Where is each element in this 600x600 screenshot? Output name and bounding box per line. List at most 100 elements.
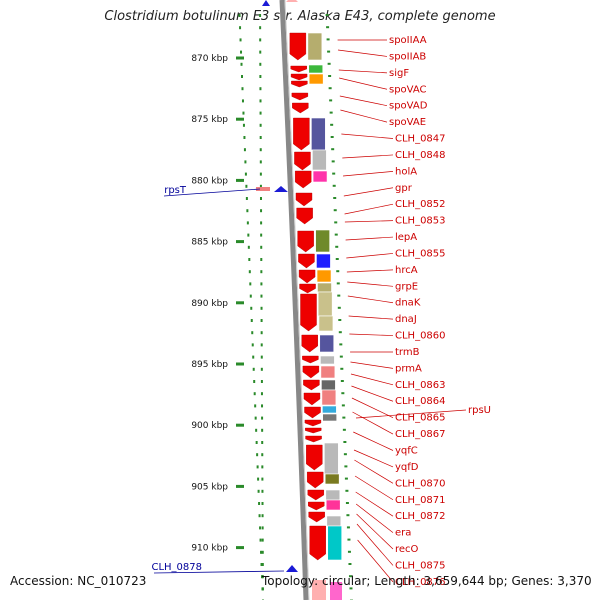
label-leader: [353, 449, 394, 468]
gene-label-clh_0878[interactable]: CLH_0878: [151, 562, 202, 573]
gene-arrow[interactable]: [302, 355, 319, 364]
gene-label-clh_0876[interactable]: CLH_0876: [395, 577, 446, 588]
gene-label-rpsu[interactable]: rpsU: [468, 405, 491, 416]
gene-arrow[interactable]: [307, 471, 324, 489]
gene-label-gpr[interactable]: gpr: [395, 183, 413, 194]
gene-arrow[interactable]: [306, 444, 323, 471]
gene-label-hrca[interactable]: hrcA: [395, 265, 418, 276]
gene-arrow[interactable]: [307, 489, 324, 501]
gene-arrow[interactable]: [290, 73, 308, 81]
gene-arrow[interactable]: [294, 170, 312, 189]
cog-block[interactable]: [322, 413, 338, 422]
cog-block[interactable]: [312, 149, 327, 171]
gene-label-spoiiab[interactable]: spoIIAB: [389, 51, 426, 62]
cog-block[interactable]: [316, 253, 331, 269]
gene-label-spovac[interactable]: spoVAC: [389, 84, 427, 95]
minor-tick-left: [260, 550, 263, 554]
cog-block[interactable]: [322, 405, 337, 414]
gene-arrow[interactable]: [309, 525, 326, 561]
gene-label-clh_0847[interactable]: CLH_0847: [395, 134, 446, 145]
gene-arrow[interactable]: [304, 419, 322, 427]
gene-label-hola[interactable]: holA: [395, 166, 417, 177]
gene-arrow[interactable]: [302, 365, 320, 379]
gene-arrow[interactable]: [308, 511, 325, 523]
gene-arrow[interactable]: [301, 334, 318, 353]
genome-backbone-shadow: [284, 0, 310, 600]
gene-arrow[interactable]: [294, 151, 311, 171]
gene-label-clh_0872[interactable]: CLH_0872: [395, 511, 446, 522]
cog-block[interactable]: [321, 389, 337, 406]
gene-label-grpe[interactable]: grpE: [395, 281, 418, 292]
gene-label-yqfc[interactable]: yqfC: [395, 446, 418, 457]
gene-label-spovad[interactable]: spoVAD: [389, 101, 428, 112]
gene-label-clh_0867[interactable]: CLH_0867: [395, 429, 446, 440]
cog-block[interactable]: [325, 489, 341, 501]
gene-label-clh_0865[interactable]: CLH_0865: [395, 413, 446, 424]
gene-arrow[interactable]: [308, 501, 325, 511]
cog-block[interactable]: [319, 334, 335, 353]
gene-rpsT-block[interactable]: [256, 187, 270, 191]
gene-arrow[interactable]: [305, 435, 322, 443]
gene-label-clh_0863[interactable]: CLH_0863: [395, 380, 446, 391]
cog-block[interactable]: [312, 170, 328, 183]
gene-label-clh_0853[interactable]: CLH_0853: [395, 216, 446, 227]
gene-label-dnaj[interactable]: dnaJ: [395, 314, 417, 325]
gene-arrow[interactable]: [298, 269, 316, 284]
cog-block[interactable]: [307, 32, 323, 61]
gene-label-spovae[interactable]: spoVAE: [389, 117, 426, 128]
cog-block[interactable]: [316, 269, 332, 283]
gene-arrow[interactable]: [304, 406, 321, 419]
gene-label-clh_0860[interactable]: CLH_0860: [395, 331, 446, 342]
gene-arrow[interactable]: [297, 230, 314, 253]
gene-label-lepa[interactable]: lepA: [395, 232, 417, 243]
gene-arrow[interactable]: [293, 117, 310, 151]
gene-label-clh_0875[interactable]: CLH_0875: [395, 560, 446, 571]
gene-label-dnak[interactable]: dnaK: [395, 298, 421, 309]
gene-label-clh_0855[interactable]: CLH_0855: [395, 248, 446, 259]
cog-block[interactable]: [326, 515, 342, 527]
minor-tick-right: [334, 233, 338, 236]
gene-label-clh_0864[interactable]: CLH_0864: [395, 396, 446, 407]
gene-arrow[interactable]: [300, 293, 317, 332]
gene-arrow[interactable]: [303, 392, 321, 406]
gene-label-prma[interactable]: prmA: [395, 363, 422, 374]
gene-arrow[interactable]: [291, 80, 308, 88]
cog-block[interactable]: [317, 282, 332, 293]
cog-block[interactable]: [327, 525, 343, 561]
gene-arrow[interactable]: [296, 207, 313, 225]
cog-block[interactable]: [308, 64, 324, 74]
cog-block[interactable]: [320, 355, 335, 365]
gene-label-clh_0871[interactable]: CLH_0871: [395, 495, 446, 506]
gene-arrow[interactable]: [290, 65, 307, 73]
gene-arrow[interactable]: [299, 283, 316, 294]
gene-arrow[interactable]: [291, 92, 309, 101]
gene-arrow[interactable]: [305, 427, 322, 434]
gene-arrow[interactable]: [289, 32, 307, 61]
cog-block[interactable]: [324, 442, 339, 475]
cog-block[interactable]: [321, 379, 336, 391]
gene-arrow[interactable]: [303, 379, 320, 391]
gene-label-clh_0848[interactable]: CLH_0848: [395, 150, 446, 161]
gene-label-sigf[interactable]: sigF: [389, 68, 409, 79]
gene-label-yqfd[interactable]: yqfD: [395, 462, 419, 473]
cog-block[interactable]: [325, 499, 341, 511]
minor-tick-right: [346, 526, 350, 529]
cog-block[interactable]: [308, 73, 324, 85]
gene-label-rpst[interactable]: rpsT: [164, 185, 187, 196]
gene-label-trmb[interactable]: trmB: [395, 347, 420, 358]
gene-label-spoiiaa[interactable]: spoIIAA: [389, 35, 427, 46]
cog-block[interactable]: [315, 229, 330, 253]
cog-block[interactable]: [324, 473, 340, 485]
gene-label-clh_0870[interactable]: CLH_0870: [395, 478, 446, 489]
gene-arrow[interactable]: [295, 192, 313, 207]
gene-label-reco[interactable]: recO: [395, 544, 419, 555]
gene-label-era[interactable]: era: [395, 528, 411, 539]
gene-arrow[interactable]: [298, 253, 315, 269]
cog-block[interactable]: [320, 365, 336, 379]
cog-block[interactable]: [318, 315, 334, 332]
cog-block[interactable]: [311, 117, 326, 151]
gene-arrow[interactable]: [292, 102, 309, 114]
cog-block[interactable]: [317, 291, 333, 317]
gene-label-clh_0852[interactable]: CLH_0852: [395, 199, 446, 210]
